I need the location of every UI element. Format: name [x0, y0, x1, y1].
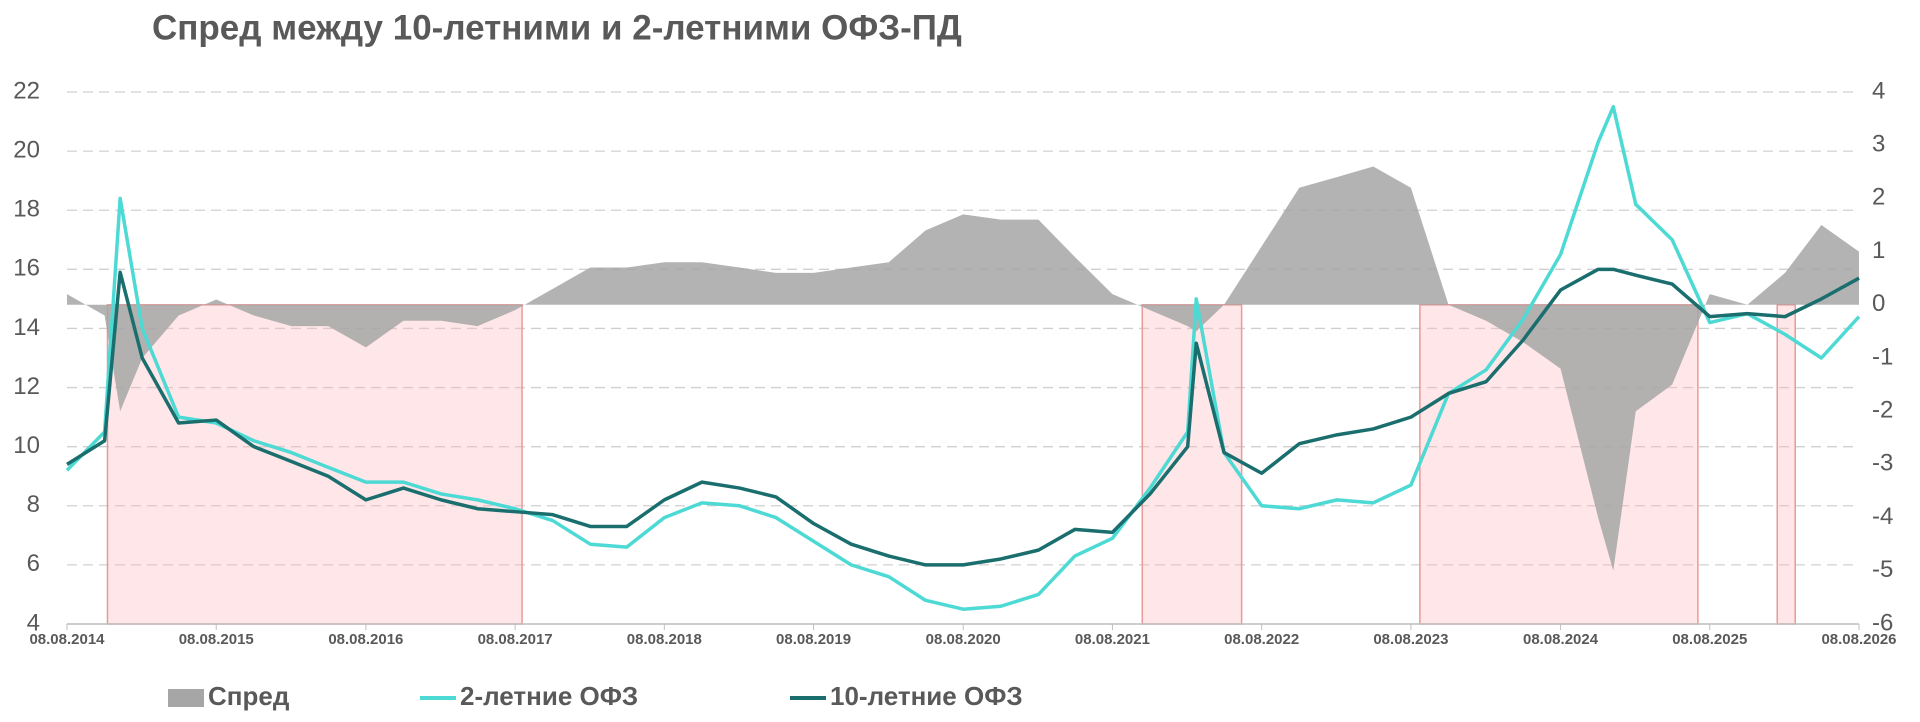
y2-tick-label: 4 — [1872, 77, 1885, 104]
y-tick-label: 14 — [13, 314, 40, 341]
legend-label: 10-летние ОФЗ — [830, 681, 1023, 711]
y2-tick-label: 3 — [1872, 131, 1885, 158]
shaded-period — [106, 304, 523, 625]
y-tick-label: 22 — [13, 77, 40, 104]
x-tick-label: 08.08.2023 — [1373, 631, 1448, 648]
x-tick-label: 08.08.2020 — [926, 631, 1001, 648]
x-tick-label: 08.08.2014 — [29, 631, 105, 648]
y-tick-label: 10 — [13, 432, 40, 459]
y2-tick-label: 1 — [1872, 237, 1885, 264]
y-tick-label: 4 — [27, 609, 40, 636]
chart-title: Спред между 10-летними и 2-летними ОФЗ-П… — [152, 8, 962, 47]
x-tick-label: 08.08.2015 — [179, 631, 254, 648]
y2-tick-label: -2 — [1872, 397, 1893, 424]
legend-label: Спред — [208, 681, 290, 711]
legend-label: 2-летние ОФЗ — [460, 681, 638, 711]
y-tick-label: 12 — [13, 373, 40, 400]
y2-tick-label: -4 — [1872, 503, 1893, 530]
x-tick-label: 08.08.2019 — [776, 631, 851, 648]
y2-tick-label: -1 — [1872, 343, 1893, 370]
x-tick-label: 08.08.2017 — [478, 631, 553, 648]
y-tick-label: 18 — [13, 196, 40, 223]
x-tick-label: 08.08.2026 — [1821, 631, 1896, 648]
x-tick-label: 08.08.2022 — [1224, 631, 1299, 648]
x-tick-label: 08.08.2024 — [1523, 631, 1599, 648]
spread-area — [67, 166, 1859, 571]
x-tick-label: 08.08.2016 — [328, 631, 403, 648]
series-line — [65, 105, 1861, 611]
y-tick-label: 6 — [27, 550, 40, 577]
y2-tick-label: -6 — [1872, 609, 1893, 636]
x-tick-label: 08.08.2025 — [1672, 631, 1747, 648]
y2-tick-label: 2 — [1872, 184, 1885, 211]
y2-tick-label: -3 — [1872, 450, 1893, 477]
shaded-period — [1776, 304, 1796, 625]
y-tick-label: 20 — [13, 136, 40, 163]
y2-tick-label: 0 — [1872, 290, 1885, 317]
series-line — [66, 267, 1860, 567]
y-tick-label: 8 — [27, 491, 40, 518]
x-tick-label: 08.08.2021 — [1075, 631, 1150, 648]
y-tick-label: 16 — [13, 255, 40, 282]
x-tick-label: 08.08.2018 — [627, 631, 702, 648]
y2-tick-label: -5 — [1872, 556, 1893, 583]
legend-swatch — [168, 689, 204, 707]
